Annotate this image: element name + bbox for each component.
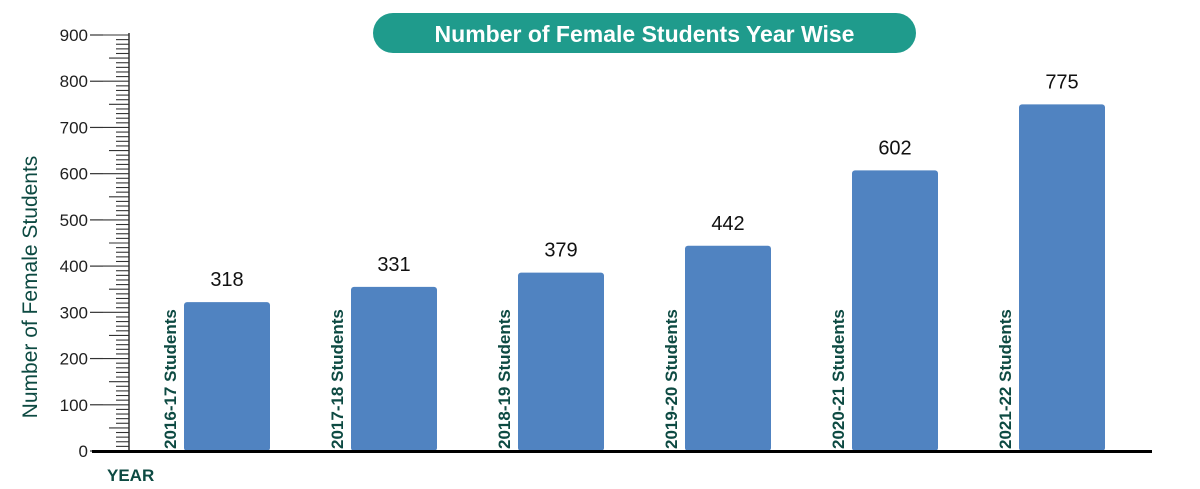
chart-title: Number of Female Students Year Wise: [435, 21, 855, 47]
category-label: 2017-18 Students: [328, 309, 347, 449]
y-tick-label: 500: [60, 211, 88, 230]
value-label: 331: [377, 254, 410, 276]
category-labels: 2016-17 Students 2017-18 Students 2018-19 …: [161, 309, 1015, 449]
bars: [184, 104, 1105, 452]
chart-title-background: [373, 13, 916, 53]
value-label: 442: [711, 213, 744, 235]
bar: [685, 245, 771, 451]
value-label: 379: [544, 240, 577, 262]
category-label: 2021-22 Students: [996, 309, 1015, 449]
value-label: 775: [1045, 71, 1078, 93]
value-labels: 318 331 379 442 602 775: [210, 71, 1078, 291]
y-tick-label: 700: [60, 118, 88, 137]
y-axis-title: Number of Female Students: [19, 156, 42, 419]
category-label: 2016-17 Students: [161, 309, 180, 449]
y-axis-ticks: 0 100 200 300 400 500 600 700 800 900: [60, 26, 103, 461]
value-label: 318: [210, 269, 243, 291]
category-label: 2020-21 Students: [829, 309, 848, 449]
y-tick-label: 0: [79, 442, 88, 461]
bar: [852, 170, 938, 452]
bar: [1019, 104, 1105, 451]
chart-title-badge: Number of Female Students Year Wise: [373, 13, 916, 53]
y-tick-label: 200: [60, 350, 88, 369]
y-tick-label: 600: [60, 165, 88, 184]
y-axis-ruler: [103, 33, 130, 452]
bar: [351, 286, 437, 451]
x-axis-title: YEAR: [107, 466, 154, 485]
bar: [184, 302, 270, 451]
y-tick-label: 800: [60, 72, 88, 91]
y-tick-label: 300: [60, 303, 88, 322]
y-tick-label: 900: [60, 26, 88, 45]
y-tick-label: 400: [60, 257, 88, 276]
bar: [518, 272, 604, 451]
category-label: 2018-19 Students: [495, 309, 514, 449]
value-label: 602: [878, 137, 911, 159]
y-tick-label: 100: [60, 396, 88, 415]
category-label: 2019-20 Students: [662, 309, 681, 449]
